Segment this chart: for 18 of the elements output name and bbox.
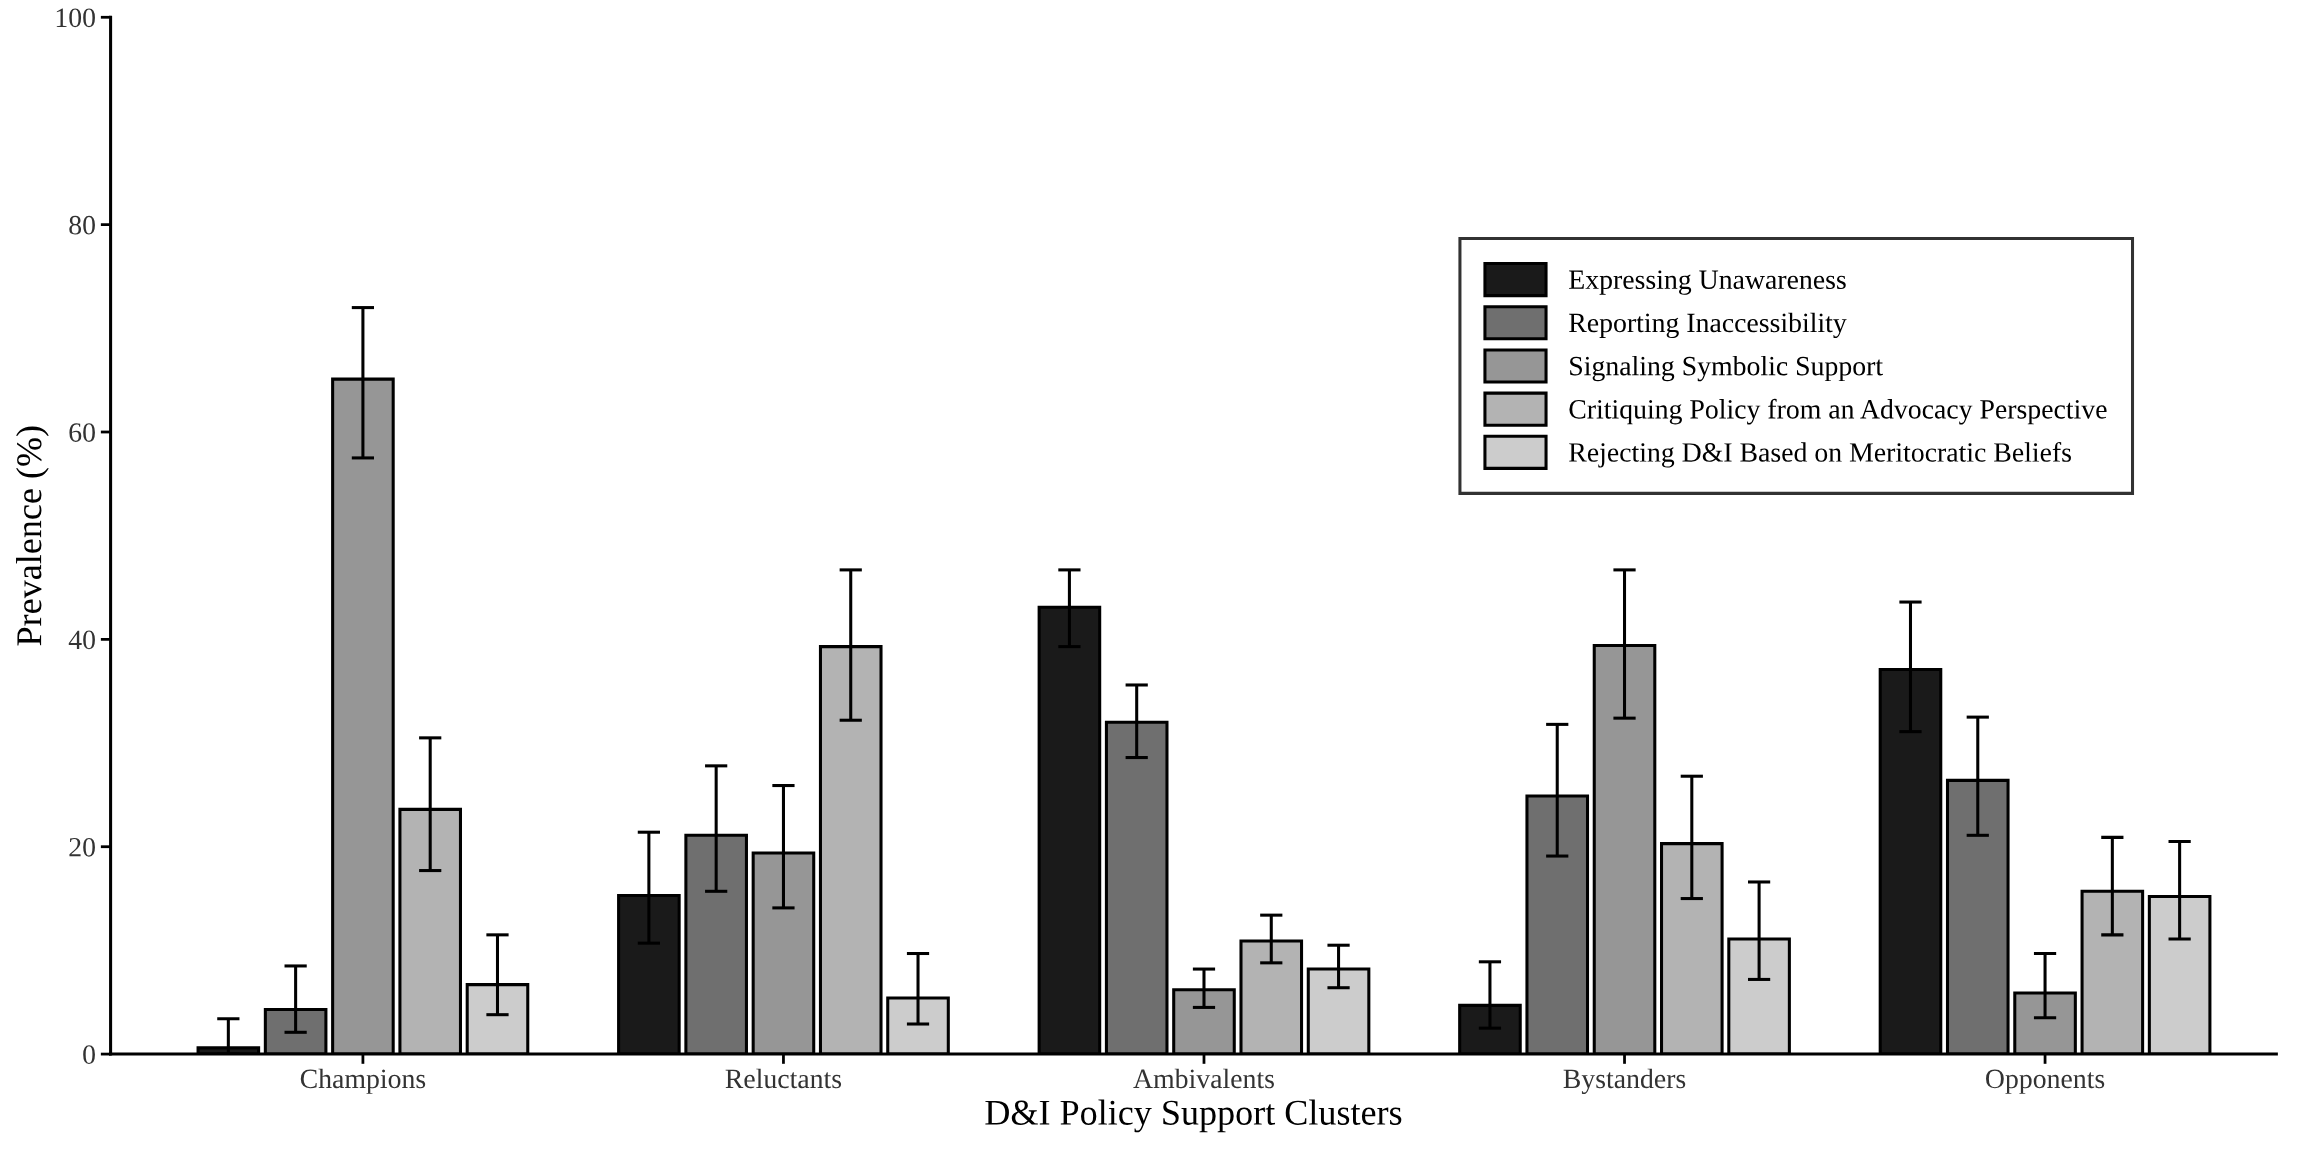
x-axis-title: D&I Policy Support Clusters xyxy=(985,1099,1402,1133)
x-tick-label: Champions xyxy=(300,1068,426,1094)
y-tick-label: 20 xyxy=(69,837,95,857)
legend-label: Expressing Unawareness xyxy=(1569,270,1846,295)
x-tick-label: Ambivalents xyxy=(1133,1068,1274,1089)
legend-label: Critiquing Policy from an Advocacy Perspective xyxy=(1569,398,2107,425)
legend-label: Signaling Symbolic Support xyxy=(1570,355,1883,382)
legend-label: Rejecting D&I Based on Meritocratic Beliefs xyxy=(1569,442,2071,468)
y-axis-title: Prevalence (%) xyxy=(16,426,49,646)
y-tick-label: 80 xyxy=(69,215,95,235)
x-tick-label: Reluctants xyxy=(725,1068,842,1089)
y-tick-label: 100 xyxy=(56,8,95,28)
x-tick-label: Opponents xyxy=(1986,1069,2105,1094)
legend-label: Reporting Inaccessibility xyxy=(1569,312,1847,338)
y-tick-label: 40 xyxy=(68,630,95,650)
y-tick-label: 0 xyxy=(83,1045,95,1064)
x-tick-label: Bystanders xyxy=(1563,1068,1686,1094)
y-tick-label: 60 xyxy=(69,423,95,442)
